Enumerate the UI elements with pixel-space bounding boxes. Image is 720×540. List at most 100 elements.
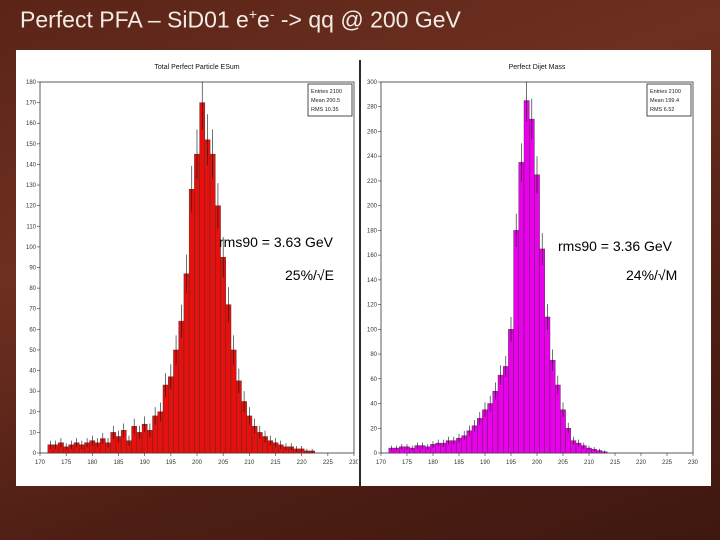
dijet-y-tick-label: 120 xyxy=(367,303,378,309)
dijet-y-tick-label: 300 xyxy=(367,80,378,86)
dijet-y-tick-label: 20 xyxy=(370,426,377,432)
esum-bar xyxy=(178,320,185,454)
esum-bar xyxy=(220,256,226,454)
dijet-y-tick-label: 0 xyxy=(374,451,378,457)
dijet-stats-frame xyxy=(646,83,692,117)
dijet-y-tick-label: 80 xyxy=(370,352,377,358)
dijet-x-tick-label: 170 xyxy=(376,460,387,466)
esum-bar xyxy=(209,153,216,454)
esum-stats-box: Entries 2100 Mean 200.5 RMS 10.35 xyxy=(307,83,353,117)
dijet-bar xyxy=(534,174,540,454)
dijet-x-tick-label: 190 xyxy=(480,460,491,466)
dijet-y-tick-label: 40 xyxy=(370,402,377,408)
esum-y-tick-label: 0 xyxy=(33,451,37,457)
rms90-annotation-right: rms90 = 3.36 GeV xyxy=(558,238,673,254)
dijet-x-tick-label: 215 xyxy=(610,460,621,466)
dijet-x-tick-label: 220 xyxy=(636,460,647,466)
esum-y-tick-label: 80 xyxy=(29,286,36,292)
esum-y-tick-label: 110 xyxy=(26,224,36,230)
dijet-x-tick-label: 180 xyxy=(428,460,439,466)
esum-y-tick-label: 60 xyxy=(29,327,36,333)
esum-y-tick-label: 50 xyxy=(29,348,36,354)
resolution-annotation-left: 25%/√E xyxy=(285,267,334,283)
esum-bar xyxy=(225,304,232,454)
rms90-annotation-left: rms90 = 3.63 GeV xyxy=(219,234,334,250)
esum-stats-entries: Entries 2100 xyxy=(311,89,342,95)
esum-bar xyxy=(204,139,211,454)
dijet-y-tick-label: 140 xyxy=(367,278,378,284)
esum-y-tick-label: 70 xyxy=(29,307,36,313)
esum-x-tick-label: 210 xyxy=(244,460,255,466)
dijet-y-tick-label: 220 xyxy=(367,179,378,185)
esum-y-tick-label: 30 xyxy=(29,389,36,395)
esum-bar xyxy=(194,153,200,454)
esum-bar xyxy=(173,349,179,454)
dijet-bar xyxy=(539,248,546,454)
dijet-y-tick-label: 160 xyxy=(367,253,378,259)
esum-x-tick-label: 190 xyxy=(140,460,151,466)
dijet-x-tick-label: 225 xyxy=(662,460,673,466)
dijet-mass-histogram: Perfect Dijet Mass 0 20 40 60 80 100 120 140 160 1… xyxy=(367,64,699,466)
dijet-stats-box: Entries 2100 Mean 199.4 RMS 6.52 xyxy=(646,83,692,117)
resolution-annotation-right: 24%/√M xyxy=(626,267,678,283)
esum-y-tick-label: 170 xyxy=(26,101,37,107)
esum-y-tick-label: 10 xyxy=(29,430,36,436)
esum-x-tick-label: 200 xyxy=(192,460,203,466)
dijet-y-tick-label: 180 xyxy=(367,228,378,234)
dijet-y-tick-label: 240 xyxy=(367,154,378,160)
dijet-bar xyxy=(523,100,530,454)
esum-bar xyxy=(183,273,190,454)
dijet-chart-title: Perfect Dijet Mass xyxy=(509,64,566,71)
esum-y-tick-label: 140 xyxy=(26,162,37,168)
esum-stats-frame xyxy=(307,83,353,117)
dijet-bar xyxy=(502,366,509,454)
esum-bar xyxy=(230,349,237,454)
esum-bar xyxy=(199,102,206,454)
dijet-x-tick-label: 175 xyxy=(402,460,413,466)
dijet-bar xyxy=(513,230,520,454)
dijet-bar xyxy=(492,390,499,454)
esum-bar xyxy=(188,188,195,454)
esum-x-tick-label: 215 xyxy=(270,460,281,466)
dijet-bar xyxy=(497,374,504,454)
dijet-bar xyxy=(518,162,525,454)
dijet-x-tick-label: 210 xyxy=(584,460,595,466)
dijet-y-tick-label: 280 xyxy=(367,105,378,111)
esum-x-tick-label: 225 xyxy=(323,460,334,466)
esum-y-tick-label: 150 xyxy=(26,142,37,148)
panel-divider xyxy=(359,60,361,486)
esum-x-tick-label: 175 xyxy=(61,460,72,466)
esum-y-tick-label: 90 xyxy=(29,266,36,272)
esum-y-tick-label: 40 xyxy=(29,369,36,375)
esum-x-tick-label: 205 xyxy=(218,460,229,466)
esum-x-tick-label: 185 xyxy=(113,460,124,466)
dijet-stats-mean: Mean 199.4 xyxy=(650,98,679,104)
dijet-bar xyxy=(528,118,535,454)
esum-stats-mean: Mean 200.5 xyxy=(311,98,340,104)
dijet-y-tick-label: 100 xyxy=(367,327,378,333)
esum-x-tick-label: 170 xyxy=(35,460,46,466)
esum-chart-title: Total Perfect Particle ESum xyxy=(154,64,239,71)
dijet-x-tick-label: 230 xyxy=(688,460,699,466)
slide-title: Perfect PFA – SiD01 e+e- -> qq @ 200 GeV xyxy=(20,6,461,33)
esum-y-tick-label: 120 xyxy=(26,204,37,210)
dijet-x-tick-label: 200 xyxy=(532,460,543,466)
esum-stats-rms: RMS 10.35 xyxy=(311,107,339,113)
dijet-y-tick-label: 260 xyxy=(367,129,378,135)
dijet-bar xyxy=(508,329,514,454)
esum-x-tick-label: 195 xyxy=(166,460,177,466)
dijet-bar xyxy=(554,384,561,454)
esum-x-tick-label: 220 xyxy=(297,460,308,466)
esum-x-tick-label: 230 xyxy=(349,460,358,466)
esum-x-tick-label: 180 xyxy=(87,460,98,466)
esum-y-tick-label: 20 xyxy=(29,410,36,416)
esum-y-tick-label: 100 xyxy=(26,245,37,251)
dijet-stats-entries: Entries 2100 xyxy=(650,89,681,95)
dijet-bar xyxy=(544,316,551,454)
esum-histogram: Total Perfect Particle ESum 0 10 20 30 40 50 60… xyxy=(26,64,358,466)
dijet-y-tick-label: 200 xyxy=(367,204,378,210)
dijet-y-tick-label: 60 xyxy=(370,377,377,383)
dijet-x-tick-label: 185 xyxy=(454,460,465,466)
dijet-bar xyxy=(549,360,556,454)
dijet-x-tick-label: 205 xyxy=(558,460,569,466)
